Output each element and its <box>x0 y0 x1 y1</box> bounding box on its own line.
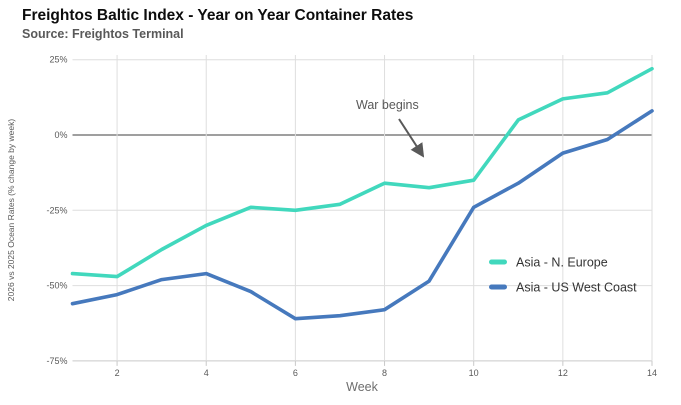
annotation: War begins <box>356 98 425 158</box>
x-tick-label: 12 <box>558 368 568 378</box>
y-tick-label: -75% <box>46 356 67 366</box>
x-tick-label: 10 <box>469 368 479 378</box>
war-begins-arrow <box>398 118 425 158</box>
tick-labels: 25% 0% -25% -50% -75% 2 4 6 8 10 12 14 <box>46 55 657 378</box>
series-line-asia-us-west-coast <box>70 109 654 321</box>
y-tick-label: 0% <box>54 130 67 140</box>
y-axis-title: 2026 vs 2025 Ocean Rates (% change by we… <box>6 119 16 302</box>
x-tick-label: 8 <box>382 368 387 378</box>
series-lines <box>70 66 654 321</box>
chart-title: Freightos Baltic Index - Year on Year Co… <box>22 7 414 24</box>
x-tick-label: 2 <box>115 368 120 378</box>
war-begins-label: War begins <box>356 98 419 112</box>
x-axis-title: Week <box>346 380 378 394</box>
legend-label-asia-us-west-coast: Asia - US West Coast <box>516 281 637 295</box>
y-tick-label: -25% <box>46 205 67 215</box>
y-tick-label: -50% <box>46 281 67 291</box>
legend-swatch-asia-n-europe <box>489 259 507 265</box>
x-tick-label: 14 <box>647 368 657 378</box>
x-tick-label: 4 <box>204 368 209 378</box>
legend: Asia - N. Europe Asia - US West Coast <box>489 256 637 295</box>
legend-label-asia-n-europe: Asia - N. Europe <box>516 256 608 270</box>
axis-tick-marks <box>116 360 653 366</box>
chart-header: Freightos Baltic Index - Year on Year Co… <box>22 6 413 41</box>
y-tick-label: 25% <box>49 55 67 65</box>
chart-subtitle: Source: Freightos Terminal <box>22 27 184 42</box>
legend-swatch-asia-us-west-coast <box>489 284 507 290</box>
x-tick-label: 6 <box>293 368 298 378</box>
horizontal-gridlines <box>72 59 652 362</box>
series-line-asia-n-europe <box>70 66 654 279</box>
